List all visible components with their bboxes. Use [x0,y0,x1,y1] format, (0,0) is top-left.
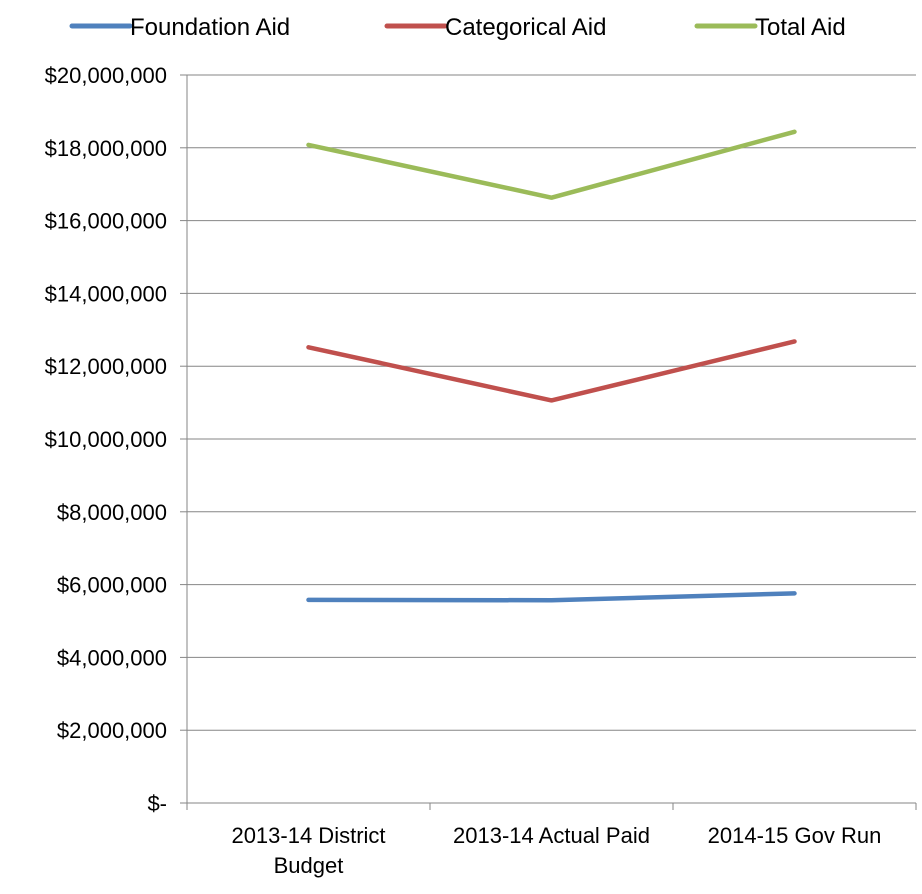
x-category-label-line: 2013-14 District [231,823,385,848]
y-tick-label: $14,000,000 [45,281,167,306]
gridlines [187,74,916,731]
legend-item: Total Aid [694,14,846,41]
x-category-label-line: 2013-14 Actual Paid [453,823,650,848]
y-tick-label: $2,000,000 [57,718,167,743]
legend-item: Categorical Aid [384,14,606,41]
y-tick-label: $20,000,000 [45,63,167,88]
y-tick-label: $- [147,791,167,816]
series-line-categorical-aid [306,339,797,403]
x-category-label-line: Budget [274,853,344,878]
x-category-label: 2014-15 Gov Run [708,823,882,848]
y-tick-label: $6,000,000 [57,573,167,598]
y-axis-tick-labels: $- $2,000,000 $4,000,000 $6,000,000 $8,000,0… [45,63,167,816]
legend-item: Foundation Aid [69,14,290,41]
y-tick-label: $8,000,000 [57,500,167,525]
y-tick-label: $12,000,000 [45,354,167,379]
x-category-label: 2013-14 Actual Paid [453,823,650,848]
y-tick-label: $16,000,000 [45,209,167,234]
legend: Foundation Aid Categorical Aid Total Aid [69,14,846,41]
legend-label: Foundation Aid [130,14,290,41]
x-axis-category-labels: 2013-14 District Budget 2013-14 Actual Pai… [231,823,881,878]
axes [180,74,917,810]
y-tick-label: $4,000,000 [57,645,167,670]
y-tick-label: $10,000,000 [45,427,167,452]
x-category-label: 2013-14 District Budget [231,823,385,878]
legend-label: Categorical Aid [445,14,606,41]
series-line-foundation-aid [306,591,797,603]
x-category-label-line: 2014-15 Gov Run [708,823,882,848]
y-tick-label: $18,000,000 [45,136,167,161]
series-lines [306,129,797,603]
series-line-total-aid [306,129,797,200]
legend-label: Total Aid [755,14,846,41]
